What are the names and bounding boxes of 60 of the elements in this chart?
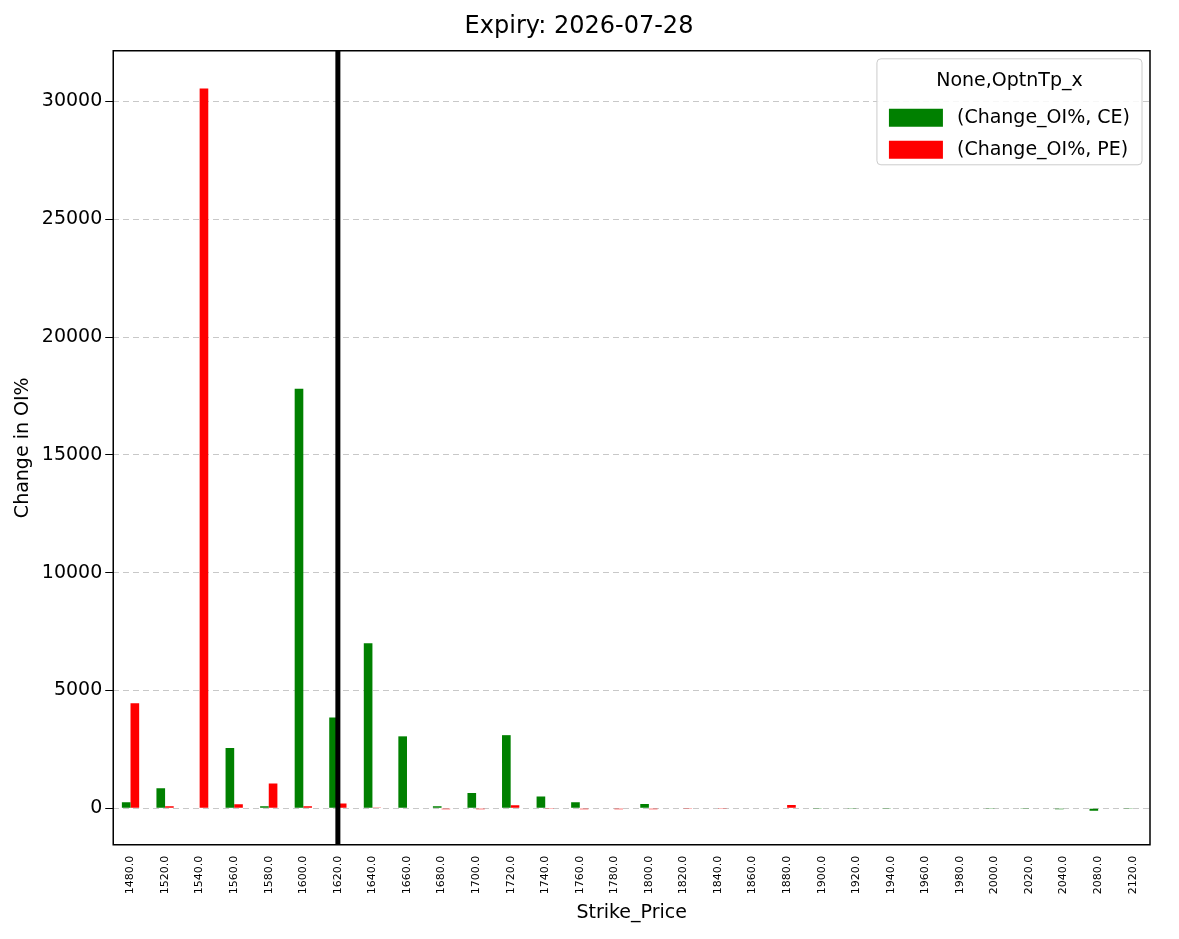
x-tick-label: 1860.0: [745, 855, 759, 895]
bar: [234, 804, 243, 808]
x-tick-label: 1560.0: [227, 855, 241, 895]
x-tick-label: 1680.0: [434, 855, 448, 895]
legend-title: None,OptnTp_x: [936, 67, 1083, 91]
x-tick-label: 1720.0: [503, 855, 517, 895]
x-tick-label: 1580.0: [261, 855, 275, 895]
x-tick-label: 1600.0: [296, 855, 310, 895]
x-tick-label: 2020.0: [1021, 855, 1035, 895]
x-tick-label: 2000.0: [987, 855, 1001, 895]
bar: [787, 804, 796, 808]
x-tick-label: 1900.0: [814, 855, 828, 895]
bar: [363, 643, 373, 808]
x-tick-label: 1620.0: [330, 855, 344, 895]
x-tick-label: 1940.0: [883, 855, 897, 895]
x-axis-title: Strike_Price: [576, 899, 687, 923]
bar: [294, 388, 304, 808]
x-tick-label: 1880.0: [779, 855, 793, 895]
bar: [268, 783, 278, 808]
y-tick-label: 30000: [41, 88, 103, 111]
x-tick-label: 1640.0: [365, 855, 379, 895]
x-tick-label: 1540.0: [192, 855, 206, 895]
x-tick-label: 1660.0: [399, 855, 413, 895]
bar: [536, 796, 546, 808]
x-tick-label: 1800.0: [641, 855, 655, 895]
x-tick-label: 1700.0: [468, 855, 482, 895]
x-tick-label: 2120.0: [1125, 855, 1139, 895]
x-tick-label: 1920.0: [849, 855, 863, 895]
y-tick-label: 20000: [41, 323, 103, 346]
x-tick-label: 1780.0: [607, 855, 621, 895]
x-tick-label: 1820.0: [676, 855, 690, 895]
y-tick-label: 5000: [53, 677, 103, 700]
x-tick-label: 1760.0: [572, 855, 586, 895]
x-tick-label: 2040.0: [1056, 855, 1070, 895]
x-tick-label: 1980.0: [952, 855, 966, 895]
x-tick-label: 1740.0: [538, 855, 552, 895]
bar: [502, 735, 511, 808]
bar: [398, 736, 407, 808]
bar: [121, 802, 131, 808]
bar: [467, 792, 477, 808]
bar: [199, 88, 209, 808]
x-tick-label: 1520.0: [157, 855, 171, 895]
bar: [571, 802, 580, 808]
bar: [640, 803, 649, 808]
y-tick-label: 15000: [41, 441, 103, 464]
bar: [156, 788, 166, 808]
x-tick-label: 1840.0: [710, 855, 724, 895]
x-tick-label: 1960.0: [918, 855, 932, 895]
x-tick-label: 2080.0: [1091, 855, 1105, 895]
y-tick-label: 0: [90, 795, 103, 818]
x-tick-label: 1480.0: [123, 855, 137, 895]
bar: [510, 805, 520, 808]
y-tick-label: 25000: [41, 206, 103, 229]
chart-title: Expiry: 2026-07-28: [464, 10, 694, 39]
legend-label: (Change_OI%, CE): [950, 104, 1131, 128]
y-axis-title: Change in OI%: [10, 377, 33, 519]
legend-label: (Change_OI%, PE): [950, 136, 1129, 160]
bar: [225, 748, 235, 808]
y-tick-label: 10000: [41, 559, 103, 582]
bar: [130, 703, 140, 808]
